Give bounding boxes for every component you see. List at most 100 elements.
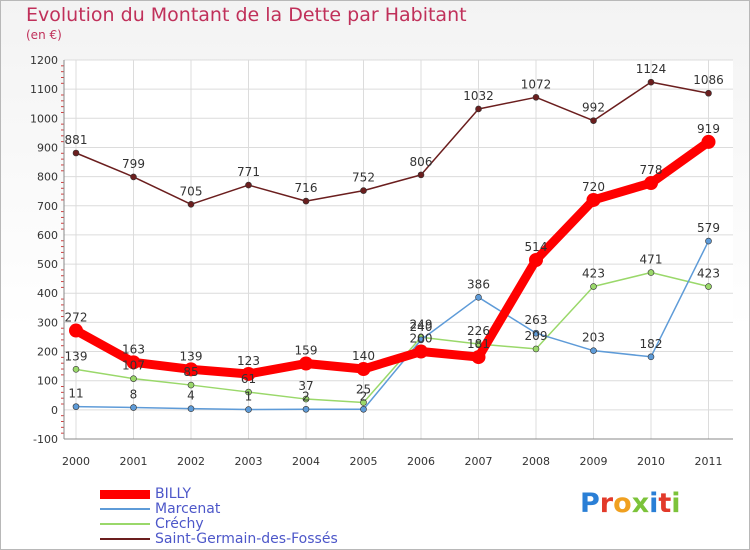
data-point-Créchy [590, 283, 597, 290]
data-point-Saint-Germain-des-Fossés [302, 197, 310, 205]
data-label-BILLY: 159 [295, 343, 318, 357]
data-point-Créchy [72, 366, 80, 373]
data-point-Saint-Germain-des-Fossés [532, 94, 540, 101]
data-point-Marcenat [647, 353, 655, 361]
y-tick-label: 300 [37, 316, 58, 329]
data-label-BILLY: 140 [352, 349, 375, 363]
series-line-Saint-Germain-des-Fossés [75, 81, 710, 206]
y-tick-label: 900 [37, 141, 58, 154]
data-label-Saint-Germain-des-Fossés: 881 [65, 133, 88, 147]
data-label-Marcenat: 2 [360, 389, 368, 403]
y-tick-label: 0 [51, 404, 58, 417]
data-point-BILLY [701, 134, 716, 149]
x-tick-label: 2011 [695, 455, 723, 468]
y-tick-label: 100 [37, 375, 58, 388]
data-label-BILLY: 514 [525, 240, 548, 254]
legend-item: BILLY [100, 486, 191, 502]
axes: -100 0 100 200 300 400 500 600 700 800 900 1000 1100… [30, 54, 733, 468]
data-point-BILLY [69, 323, 83, 338]
data-label-BILLY: 778 [640, 163, 663, 177]
labels-layer: 272 163 139 123 159 140 200 181 514 720 778 919 11 8 4… [65, 62, 724, 403]
y-tick-label: 700 [37, 200, 58, 213]
legend-label: BILLY [155, 486, 192, 502]
data-point-Marcenat [130, 404, 137, 411]
data-label-Saint-Germain-des-Fossés: 1124 [636, 62, 667, 76]
data-point-BILLY [299, 356, 313, 371]
legend-label: Créchy [155, 516, 204, 532]
plot-area [64, 60, 733, 439]
data-label-Créchy: 85 [183, 365, 198, 379]
data-label-Marcenat: 1 [245, 390, 253, 404]
data-point-BILLY [126, 355, 141, 370]
data-point-Saint-Germain-des-Fossés [705, 89, 712, 97]
logo-letter: r [599, 488, 614, 519]
data-point-Marcenat [532, 329, 540, 337]
data-point-Saint-Germain-des-Fossés [72, 149, 80, 157]
series-line-Créchy [75, 271, 710, 404]
data-label-BILLY: 181 [467, 337, 490, 351]
data-point-Saint-Germain-des-Fossés [360, 187, 367, 194]
y-tick-label: 400 [37, 287, 58, 300]
data-label-Créchy: 139 [65, 349, 88, 363]
data-label-Marcenat: 182 [640, 337, 663, 351]
data-label-Marcenat: 8 [130, 388, 138, 402]
data-label-BILLY: 272 [65, 311, 88, 325]
data-point-BILLY [471, 350, 486, 365]
data-label-BILLY: 919 [697, 122, 720, 136]
data-point-BILLY [644, 176, 658, 191]
legend-swatch [100, 489, 150, 499]
data-point-BILLY [586, 192, 601, 207]
data-point-Créchy [705, 283, 712, 290]
series-line-BILLY [71, 137, 713, 379]
data-point-Marcenat [360, 405, 367, 413]
data-point-Créchy [130, 375, 137, 382]
legend-swatch [100, 538, 150, 540]
data-point-Marcenat [245, 406, 252, 413]
logo-letter: i [649, 488, 659, 519]
data-point-BILLY [529, 252, 543, 267]
legend-label: Marcenat [155, 501, 221, 517]
data-point-Marcenat [72, 403, 80, 410]
data-point-Créchy [532, 345, 540, 353]
data-point-Marcenat [417, 336, 425, 344]
y-tick-label: 600 [37, 229, 58, 242]
data-label-BILLY: 123 [237, 354, 260, 368]
data-label-Créchy: 423 [697, 267, 720, 281]
data-label-BILLY: 163 [122, 342, 145, 356]
data-label-Marcenat: 386 [467, 277, 490, 291]
data-point-Créchy [187, 381, 195, 389]
series-line-Marcenat [75, 240, 710, 411]
legend-item: Saint-Germain-des-Fossés [100, 531, 338, 547]
data-label-Créchy: 249 [410, 317, 433, 331]
legend-swatch [100, 523, 150, 525]
data-label-Saint-Germain-des-Fossés: 705 [180, 184, 203, 198]
x-tick-label: 2000 [62, 455, 90, 468]
data-label-Saint-Germain-des-Fossés: 752 [352, 171, 375, 185]
data-label-Saint-Germain-des-Fossés: 1086 [693, 73, 724, 87]
data-point-Marcenat [302, 405, 310, 413]
x-tick-label: 2009 [580, 455, 608, 468]
data-point-Marcenat [475, 294, 482, 301]
data-label-Marcenat: 2 [302, 389, 310, 403]
data-label-Saint-Germain-des-Fossés: 1072 [521, 77, 552, 91]
proxiti-logo: Proxiti [580, 488, 681, 519]
y-tick-label: 800 [37, 171, 58, 184]
data-point-Saint-Germain-des-Fossés [590, 117, 597, 124]
logo-letter: x [631, 488, 650, 519]
logo-letter: i [671, 488, 681, 519]
y-tick-label: 1200 [30, 54, 58, 67]
data-label-Saint-Germain-des-Fossés: 716 [295, 181, 318, 195]
x-tick-label: 2008 [522, 455, 550, 468]
data-point-Saint-Germain-des-Fossés [130, 173, 137, 181]
data-label-Créchy: 61 [241, 372, 256, 386]
data-label-Marcenat: 4 [187, 389, 195, 403]
data-point-Créchy [647, 269, 655, 276]
chart-unit: (en €) [26, 28, 62, 42]
data-label-Créchy: 226 [467, 324, 490, 338]
data-label-Créchy: 25 [356, 383, 371, 397]
chart-title: Evolution du Montant de la Dette par Hab… [26, 4, 467, 26]
data-label-Marcenat: 579 [697, 221, 720, 235]
series-layer [69, 78, 716, 413]
x-tick-label: 2006 [407, 455, 435, 468]
